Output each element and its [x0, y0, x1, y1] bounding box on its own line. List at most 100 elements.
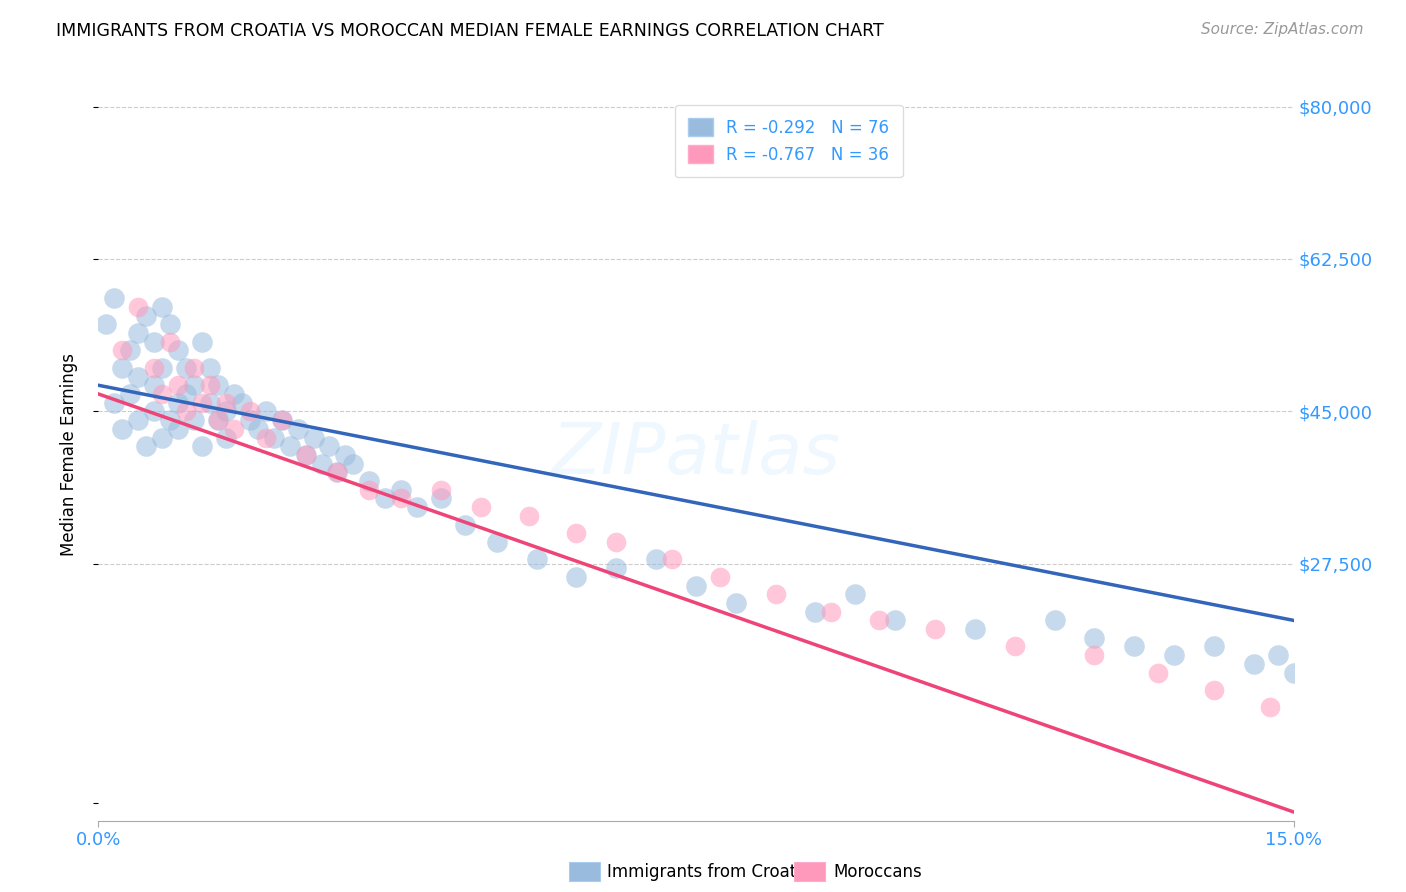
Point [254, 430, 277, 444]
Point [174, 360, 197, 375]
Point [183, 360, 205, 375]
Point [167, 395, 190, 409]
Point [685, 578, 707, 592]
Point [430, 483, 453, 497]
Text: Source: ZipAtlas.com: Source: ZipAtlas.com [1201, 22, 1364, 37]
Point [1083, 631, 1105, 645]
Point [246, 422, 269, 436]
Point [127, 326, 149, 340]
Point [605, 535, 627, 549]
Point [270, 413, 292, 427]
Point [359, 474, 381, 488]
Point [294, 448, 316, 462]
Point [207, 378, 229, 392]
Point [111, 422, 134, 436]
Point [207, 413, 229, 427]
Point [406, 500, 429, 515]
Point [1258, 700, 1281, 714]
Point [263, 430, 285, 444]
Point [326, 466, 349, 480]
Point [1123, 640, 1146, 654]
Point [924, 622, 946, 636]
Point [135, 439, 157, 453]
Point [294, 448, 316, 462]
Point [1202, 683, 1225, 698]
Point [804, 605, 827, 619]
Point [1202, 640, 1225, 654]
Point [645, 552, 668, 566]
Point [565, 526, 588, 541]
Point [167, 343, 190, 358]
Point [198, 395, 221, 409]
Point [150, 300, 173, 314]
Point [661, 552, 683, 566]
Point [454, 517, 477, 532]
Point [103, 291, 125, 305]
Text: Moroccans: Moroccans [834, 863, 922, 881]
Point [143, 378, 166, 392]
Point [239, 413, 262, 427]
Legend: R = -0.292   N = 76, R = -0.767   N = 36: R = -0.292 N = 76, R = -0.767 N = 36 [675, 105, 903, 178]
Point [183, 413, 205, 427]
Text: ZIPatlas: ZIPatlas [551, 420, 841, 490]
Point [765, 587, 787, 601]
Point [287, 422, 309, 436]
Point [430, 491, 453, 506]
Point [198, 378, 221, 392]
Point [485, 535, 508, 549]
Point [517, 508, 540, 523]
Point [342, 457, 364, 471]
Point [215, 404, 238, 418]
Point [167, 378, 190, 392]
Point [884, 613, 907, 627]
Point [174, 387, 197, 401]
Point [159, 334, 181, 349]
Point [215, 430, 238, 444]
Point [318, 439, 340, 453]
Point [143, 404, 166, 418]
Point [302, 430, 325, 444]
Point [135, 309, 157, 323]
Point [724, 596, 747, 610]
Point [111, 343, 134, 358]
Point [150, 387, 173, 401]
Point [183, 378, 205, 392]
Point [198, 360, 221, 375]
Point [191, 395, 214, 409]
Point [868, 613, 890, 627]
Point [565, 570, 588, 584]
Point [127, 413, 149, 427]
Point [335, 448, 357, 462]
Point [143, 334, 166, 349]
Point [120, 343, 142, 358]
Point [1004, 640, 1026, 654]
Point [470, 500, 492, 515]
Point [96, 318, 118, 332]
Point [1043, 613, 1066, 627]
Point [1267, 648, 1289, 663]
Point [191, 439, 214, 453]
Point [222, 422, 245, 436]
Point [174, 404, 197, 418]
Point [150, 360, 173, 375]
Point [231, 395, 253, 409]
Point [111, 360, 134, 375]
Point [326, 466, 349, 480]
Point [191, 334, 214, 349]
Point [167, 422, 190, 436]
Point [127, 369, 149, 384]
Point [103, 395, 125, 409]
Text: IMMIGRANTS FROM CROATIA VS MOROCCAN MEDIAN FEMALE EARNINGS CORRELATION CHART: IMMIGRANTS FROM CROATIA VS MOROCCAN MEDI… [56, 22, 884, 40]
Point [359, 483, 381, 497]
Point [207, 413, 229, 427]
Point [1282, 665, 1305, 680]
Point [374, 491, 396, 506]
Point [239, 404, 262, 418]
Point [1163, 648, 1185, 663]
Point [222, 387, 245, 401]
Point [150, 430, 173, 444]
Point [215, 395, 238, 409]
Point [254, 404, 277, 418]
Point [159, 413, 181, 427]
Point [278, 439, 301, 453]
